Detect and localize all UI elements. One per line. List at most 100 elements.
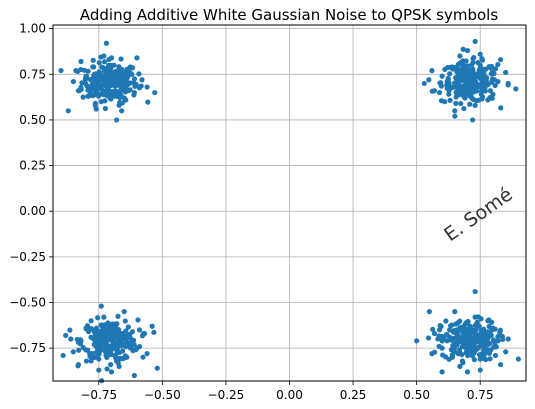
data-point [469, 68, 476, 74]
data-point [460, 90, 466, 97]
data-point [487, 65, 493, 71]
data-point [63, 332, 69, 338]
data-point [96, 69, 102, 75]
data-point [115, 360, 121, 366]
data-point [90, 57, 96, 63]
y-tick-label: −0.75 [9, 341, 46, 355]
data-point [464, 82, 470, 89]
data-point [430, 326, 436, 332]
data-point [70, 349, 76, 355]
data-point [456, 71, 462, 77]
data-point [127, 64, 133, 70]
data-point [498, 105, 504, 111]
data-point [70, 78, 76, 85]
data-point [438, 98, 445, 104]
data-point [151, 329, 157, 335]
data-point [435, 336, 441, 342]
data-point [491, 77, 498, 83]
data-point [484, 75, 490, 81]
data-point [117, 82, 123, 88]
data-point [473, 335, 479, 341]
data-point [127, 345, 133, 351]
data-point [449, 352, 455, 358]
data-point [414, 338, 420, 344]
data-point [139, 77, 145, 83]
data-point [475, 345, 481, 351]
data-point [108, 81, 114, 87]
data-point [135, 317, 141, 323]
data-point [464, 47, 471, 54]
data-point [118, 343, 124, 349]
data-point [439, 73, 445, 79]
data-point [486, 317, 492, 323]
x-axis-ticks: −0.75 −0.50 −0.25 0.00 0.25 0.50 0.75 [80, 381, 494, 402]
data-point [493, 344, 499, 350]
data-point [96, 367, 102, 373]
data-point [122, 72, 128, 78]
data-point [129, 341, 135, 347]
data-point [93, 349, 100, 355]
x-tick-label: 0.75 [467, 388, 494, 402]
data-point [472, 322, 478, 328]
data-point [475, 59, 481, 66]
data-point [123, 328, 129, 334]
data-point [426, 309, 432, 315]
data-point [108, 88, 114, 95]
data-point [439, 369, 445, 375]
data-point [492, 326, 498, 332]
data-point [443, 318, 449, 324]
data-point [75, 68, 81, 74]
data-point [91, 92, 97, 98]
data-point [111, 88, 118, 95]
data-point [90, 64, 96, 70]
data-point [152, 89, 158, 96]
data-point [487, 356, 493, 362]
data-point [477, 51, 483, 57]
data-point [136, 71, 142, 77]
data-point [111, 71, 117, 77]
data-point [477, 367, 483, 373]
x-tick-label: 0.25 [340, 388, 367, 402]
data-point [77, 341, 84, 347]
y-tick-label: 0.50 [19, 113, 46, 127]
data-point [108, 337, 115, 343]
data-point [456, 82, 462, 89]
data-point [499, 333, 505, 340]
data-point [122, 341, 128, 347]
data-point [58, 67, 64, 74]
data-point [447, 97, 453, 103]
data-point [112, 324, 119, 330]
data-point [108, 65, 114, 71]
data-point [95, 345, 101, 351]
data-point [103, 40, 110, 46]
data-point [98, 54, 104, 60]
data-point [456, 89, 462, 95]
data-point [131, 372, 137, 379]
data-point [444, 85, 450, 91]
data-point [110, 346, 116, 352]
data-point [129, 329, 136, 335]
data-point [505, 82, 511, 88]
data-point [513, 86, 519, 92]
data-point [94, 77, 100, 84]
data-point [115, 74, 122, 80]
data-point [460, 360, 466, 366]
data-point [78, 58, 84, 65]
data-point [452, 329, 458, 335]
x-tick-label: 0.00 [276, 388, 303, 402]
data-point [425, 335, 432, 341]
data-point [108, 369, 115, 375]
data-point [113, 117, 120, 123]
data-point [444, 331, 450, 338]
data-point [111, 329, 118, 335]
data-point [503, 349, 509, 355]
data-point [106, 56, 112, 63]
data-point [486, 323, 492, 330]
data-point [67, 327, 73, 333]
data-point [104, 366, 110, 372]
data-point [115, 313, 121, 319]
data-point [457, 363, 463, 369]
y-axis-ticks: 1.00 0.75 0.50 0.25 0.00 −0.25 −0.50 −0.75 [9, 22, 53, 355]
data-point [436, 89, 443, 96]
data-point [115, 68, 121, 74]
